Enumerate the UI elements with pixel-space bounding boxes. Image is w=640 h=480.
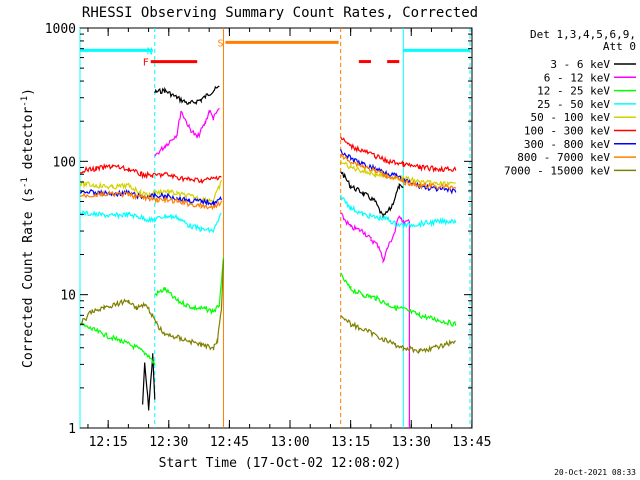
y-axis: 1 10 100 1000 bbox=[45, 22, 472, 437]
series-line-5-1 bbox=[340, 136, 457, 173]
y-axis-label-main: Corrected Count Rate (s bbox=[21, 188, 36, 368]
series-lines bbox=[79, 85, 457, 428]
x-tick-label-6: 13:45 bbox=[452, 435, 491, 450]
series-line-2-1 bbox=[154, 256, 225, 316]
series-line-0-1 bbox=[154, 85, 220, 105]
series-line-1-0 bbox=[154, 107, 220, 157]
series-line-7-1 bbox=[340, 152, 457, 191]
series-line-3-1 bbox=[340, 194, 457, 230]
chart-title: RHESSI Observing Summary Count Rates, Co… bbox=[82, 5, 478, 21]
x-tick-label-4: 13:15 bbox=[331, 435, 370, 450]
legend-label-1: 6 - 12 keV bbox=[544, 71, 611, 84]
x-tick-label-5: 13:30 bbox=[392, 435, 431, 450]
series-line-8-1 bbox=[340, 315, 456, 354]
series-line-1-2 bbox=[402, 219, 410, 428]
flag-label-2: S bbox=[217, 38, 223, 49]
x-tick-label-2: 12:45 bbox=[210, 435, 249, 450]
y-axis-label-close: ) bbox=[21, 88, 36, 96]
legend-label-8: 7000 - 15000 keV bbox=[504, 164, 610, 177]
series-line-2-0 bbox=[79, 321, 156, 366]
legend-header-0: Det 1,3,4,5,6,9, bbox=[530, 28, 636, 41]
legend-label-0: 3 - 6 keV bbox=[550, 58, 610, 71]
flag-label-3: F bbox=[143, 58, 149, 69]
legend-label-3: 25 - 50 keV bbox=[537, 98, 610, 111]
x-axis: 12:15 12:30 12:45 13:00 13:15 13:30 13:45 bbox=[87, 28, 491, 450]
legend-label-4: 50 - 100 keV bbox=[531, 111, 611, 124]
series-line-3-0 bbox=[79, 210, 222, 234]
y-tick-label-0: 1 bbox=[68, 422, 76, 437]
x-axis-label: Start Time (17-Oct-02 12:08:02) bbox=[159, 456, 402, 471]
series-line-0-0 bbox=[142, 353, 156, 411]
legend-label-6: 300 - 800 keV bbox=[524, 138, 610, 151]
plot-area: N S F 1 10 100 1000 12:15 12:30 12:45 13:00 13:15… bbox=[45, 22, 492, 450]
flag-bars: N S F bbox=[80, 38, 470, 69]
legend-header-1: Att 0 bbox=[603, 40, 636, 53]
legend-label-2: 12 - 25 keV bbox=[537, 85, 610, 98]
legend-label-7: 800 - 7000 keV bbox=[517, 151, 610, 164]
series-line-7-0 bbox=[79, 190, 222, 211]
series-line-1-1 bbox=[340, 212, 404, 264]
legend-label-5: 100 - 300 keV bbox=[524, 125, 610, 138]
x-tick-label-1: 12:30 bbox=[149, 435, 188, 450]
x-tick-label-3: 13:00 bbox=[270, 435, 309, 450]
series-line-0-2 bbox=[340, 171, 404, 219]
series-line-4-1 bbox=[340, 159, 457, 188]
x-tick-label-0: 12:15 bbox=[89, 435, 128, 450]
vertical-markers bbox=[79, 28, 471, 428]
footer-timestamp: 20-Oct-2021 08:33 bbox=[554, 468, 636, 477]
y-axis-label: Corrected Count Rate (s-1 detector-1) bbox=[20, 88, 36, 368]
series-line-2-2 bbox=[340, 272, 457, 327]
y-axis-label-sup2: -1 bbox=[20, 96, 30, 107]
y-axis-label-sup: -1 bbox=[20, 177, 30, 188]
flag-label-1: N bbox=[147, 46, 153, 57]
plot-frame bbox=[79, 27, 473, 429]
y-tick-label-2: 100 bbox=[53, 155, 76, 170]
y-tick-label-3: 1000 bbox=[45, 22, 76, 37]
y-tick-label-1: 10 bbox=[60, 289, 76, 304]
series-line-5-0 bbox=[80, 162, 222, 185]
series-line-8-0 bbox=[79, 259, 225, 351]
y-axis-label-tail: detector bbox=[21, 107, 36, 178]
